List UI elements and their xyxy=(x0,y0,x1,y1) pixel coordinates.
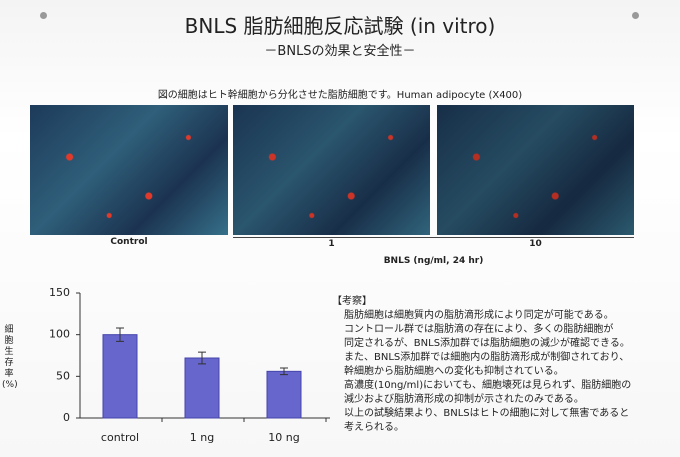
notes-line: 幹細胞から脂肪細胞への変化も抑制されている。 xyxy=(344,366,564,377)
image-label: 1 xyxy=(328,239,335,249)
decor-dot xyxy=(632,12,639,19)
decor-dot xyxy=(40,12,47,19)
image-label: 10 xyxy=(529,239,542,249)
photo xyxy=(437,105,634,235)
y-tick-label: 100 xyxy=(49,328,70,341)
notes-line: 考えられる。 xyxy=(344,422,404,433)
image-label: Control xyxy=(110,237,148,247)
y-axis-label: 細胞生存率(%) xyxy=(2,325,18,390)
error-bar xyxy=(198,351,206,365)
bar xyxy=(184,357,220,419)
bar xyxy=(266,370,302,419)
notes-line: 同定されるが、BNLS添加群では脂肪細胞の減少が確認できる。 xyxy=(344,338,630,349)
bar xyxy=(102,334,138,419)
chart: 0 50 100 150 control 1 ng 10 ng xyxy=(49,286,330,444)
group-line xyxy=(233,237,634,238)
notes-line: コントロール群では脂肪滴の存在により、多くの脂肪細胞が xyxy=(344,324,614,335)
notes-line: 以上の試験結果より、BNLSはヒトの細胞に対して無害であると xyxy=(344,408,630,419)
photo xyxy=(30,105,228,235)
y-tick-label: 50 xyxy=(56,369,70,382)
x-tick-label: control xyxy=(101,431,139,444)
notes-line: また、BNLS添加群では細胞内の脂肪滴形成が制御されており、 xyxy=(344,352,630,363)
y-tick-label: 150 xyxy=(49,286,70,299)
notes-heading: 【考察】 xyxy=(332,296,372,307)
notes-line: 減少および脂肪滴形成の抑制が示されたのみである。 xyxy=(344,394,584,405)
group-label: BNLS (ng/ml, 24 hr) xyxy=(383,256,484,266)
title: BNLS 脂肪細胞反応試験 (in vitro) xyxy=(184,14,496,38)
error-bar xyxy=(116,327,124,342)
notes-line: 高濃度(10ng/ml)においても、細胞壊死は見られず、脂肪細胞の xyxy=(344,380,632,391)
error-bar xyxy=(280,367,288,376)
y-tick-label: 0 xyxy=(63,411,70,424)
notes: 【考察】 脂肪細胞は細胞質内の脂肪滴形成により同定が可能である。 コントロール群で… xyxy=(332,295,631,435)
x-tick-label: 1 ng xyxy=(190,431,214,444)
notes-line: 脂肪細胞は細胞質内の脂肪滴形成により同定が可能である。 xyxy=(344,310,614,321)
photo xyxy=(233,105,430,235)
subtitle: －BNLSの効果と安全性－ xyxy=(264,44,416,59)
x-tick-label: 10 ng xyxy=(268,431,299,444)
caption: 図の細胞はヒト幹細胞から分化させた脂肪細胞です。Human adipocyte … xyxy=(157,90,523,101)
